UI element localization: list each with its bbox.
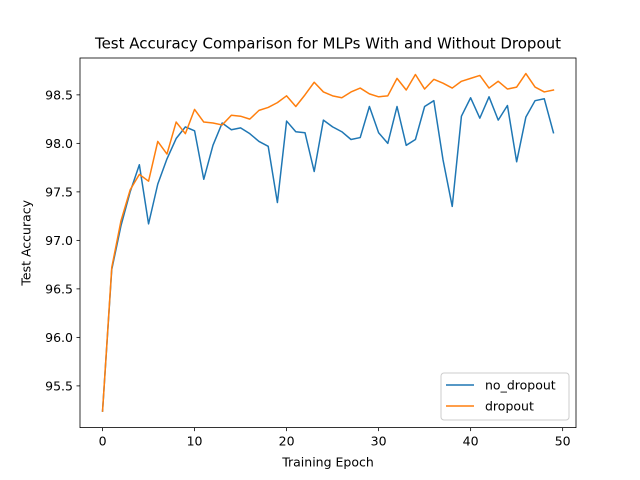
series-line-dropout xyxy=(101,72,555,412)
chart-title: Test Accuracy Comparison for MLPs With a… xyxy=(94,35,561,53)
x-axis-label: Training Epoch xyxy=(281,455,374,470)
series-line-no-dropout xyxy=(101,96,555,412)
legend-label-no-dropout: no_dropout xyxy=(485,378,556,393)
x-tick-label: 20 xyxy=(279,434,295,449)
x-tick-label: 40 xyxy=(463,434,479,449)
legend-label-dropout: dropout xyxy=(485,399,534,414)
series-lines xyxy=(101,72,555,412)
legend: no_dropout dropout xyxy=(440,372,570,421)
y-tick-label: 97.5 xyxy=(45,184,73,199)
x-tick-label: 10 xyxy=(187,434,203,449)
y-tick-label: 98.0 xyxy=(45,136,73,151)
y-tick-label: 95.5 xyxy=(45,378,73,393)
y-tick-label: 96.0 xyxy=(45,330,73,345)
axis-ticks: 0 10 20 30 40 50 95.5 96.0 96.5 97.0 97.5 98.0 98.5 xyxy=(45,87,571,448)
x-tick-label: 30 xyxy=(371,434,387,449)
plot-frame xyxy=(79,57,577,429)
x-tick-label: 50 xyxy=(555,434,571,449)
y-tick-label: 97.0 xyxy=(45,233,73,248)
y-axis-label: Test Accuracy xyxy=(19,199,34,286)
y-tick-label: 96.5 xyxy=(45,281,73,296)
x-tick-label: 0 xyxy=(99,434,107,449)
y-tick-label: 98.5 xyxy=(45,87,73,102)
